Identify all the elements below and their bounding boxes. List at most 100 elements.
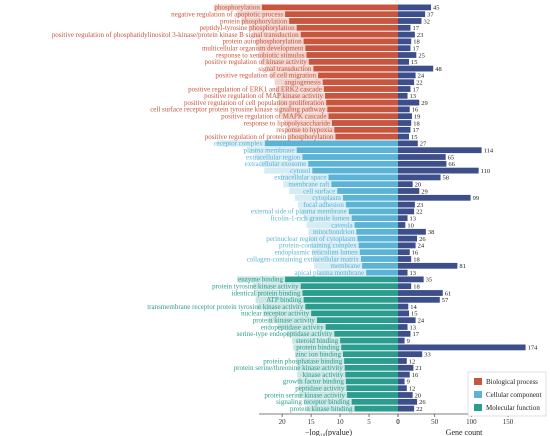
pvalue-bar	[359, 249, 398, 256]
bar-shade	[298, 385, 347, 392]
term-label: cytoplasm	[312, 194, 341, 202]
term-label: collagen-containing extracellular matrix	[247, 255, 360, 263]
gene-count-label: 99	[473, 195, 480, 202]
gene-count-bar	[398, 99, 420, 106]
gene-count-bar	[398, 126, 411, 133]
gene-count-label: 23	[417, 202, 424, 209]
bar-shade	[306, 221, 355, 229]
term-label: protein kinase activity	[253, 317, 316, 325]
term-label: signaling receptor binding	[276, 398, 350, 406]
term-label: extracellular exosome	[245, 160, 307, 168]
gene-count-bar	[398, 106, 410, 113]
term-label: positive regulation of kinase activity	[205, 58, 308, 66]
gene-count-bar	[398, 208, 415, 215]
gene-count-bar	[398, 317, 416, 324]
gene-count-bar	[398, 337, 405, 344]
gene-count-label: 24	[418, 243, 425, 250]
pvalue-bar	[351, 398, 398, 405]
gene-count-bar	[398, 140, 418, 147]
term-label: phosphorylation	[214, 4, 260, 12]
pvalue-bar	[313, 65, 398, 72]
term-label: response to hypoxia	[276, 126, 333, 134]
term-label: positive regulation of phosphatidylinosi…	[52, 31, 299, 39]
term-label: positive regulation of ERK1 and ERK2 cas…	[188, 85, 322, 93]
gene-count-bar	[398, 160, 447, 167]
term-label: protein serine kinase activity	[264, 391, 345, 399]
pvalue-bar	[312, 167, 398, 174]
bar-shade	[270, 72, 319, 79]
term-label: multicellular organism development	[202, 45, 303, 53]
bar-shade	[255, 38, 304, 45]
gene-count-bar	[398, 188, 420, 194]
bar-shade	[292, 337, 341, 344]
term-label: endopeptidase activity	[261, 323, 324, 331]
gene-count-bar	[398, 31, 415, 38]
pvalue-bar	[348, 208, 398, 215]
pvalue-bar	[285, 11, 398, 18]
bar-shade	[237, 11, 286, 18]
gene-count-label: 13	[410, 93, 417, 100]
term-label: transmembrane receptor protein tyrosine …	[147, 303, 304, 311]
pvalue-bar	[289, 18, 398, 24]
gene-count-bar	[398, 364, 414, 371]
pvalue-bar	[325, 324, 398, 330]
gene-count-label: 24	[418, 73, 425, 80]
gene-count-label: 29	[421, 100, 428, 107]
pvalue-bar	[323, 86, 398, 92]
gene-count-bar	[398, 283, 412, 290]
pvalue-bar	[345, 371, 398, 378]
gene-count-bar	[398, 358, 407, 364]
pvalue-bar	[337, 188, 398, 194]
gene-count-label: 45	[433, 5, 440, 12]
term-label: protein kinase binding	[290, 405, 353, 413]
pvalue-bar	[344, 358, 398, 364]
gene-count-bar	[398, 38, 412, 45]
term-label: endoplasmic reticulum lumen	[275, 249, 359, 257]
term-label: positive regulation of protein phosphory…	[205, 133, 334, 141]
term-label: plasma membrane	[244, 147, 295, 155]
bar-shade	[275, 85, 324, 93]
pvalue-bar	[354, 222, 398, 228]
gene-count-label: 15	[411, 59, 418, 66]
bar-shade	[308, 228, 357, 235]
term-label: protein phosphorylation	[220, 17, 288, 25]
term-label: protein phosphatase binding	[263, 357, 342, 365]
term-label: positive regulation of MAPK cascade	[221, 113, 326, 121]
bar-shade	[286, 330, 335, 337]
gene-count-bar	[398, 276, 424, 283]
gene-count-bar	[398, 65, 434, 72]
gene-count-label: 32	[423, 18, 430, 25]
pvalue-bar	[300, 283, 398, 290]
term-label: identical protein binding	[232, 289, 301, 297]
pvalue-bar	[308, 160, 398, 167]
gene-count-bar	[398, 344, 526, 351]
pvalue-bar	[311, 310, 398, 317]
gene-count-bar	[398, 86, 411, 92]
gene-count-label: 10	[407, 222, 414, 229]
gene-count-label: 9	[407, 338, 410, 345]
term-label: ficolin-1-rich granule lumen	[270, 215, 350, 223]
pvalue-bar	[334, 330, 398, 337]
gene-count-bar	[398, 79, 415, 86]
bar-shade	[296, 357, 345, 365]
axes: −log₁₀(pvalue) Gene count 20 15 10 5 00 50 100…	[259, 413, 530, 436]
term-label: peptidase activity	[295, 385, 345, 393]
gene-count-label: 24	[418, 318, 425, 325]
right-tick-label: 0	[396, 418, 400, 426]
pvalue-bar	[316, 317, 398, 324]
bar-shade	[274, 79, 323, 86]
bar-shade	[252, 283, 301, 290]
gene-count-bar	[398, 92, 408, 99]
gene-count-bar	[398, 303, 409, 310]
category-background-shades	[213, 4, 367, 412]
gene-count-label: 13	[410, 270, 417, 277]
bar-shade	[289, 187, 338, 195]
gene-count-bar	[398, 351, 423, 358]
bar-shade	[296, 364, 345, 371]
left-x-axis-title: −log₁₀(pvalue)	[305, 428, 352, 436]
term-label: cytosol	[290, 167, 310, 175]
bar-shade	[254, 153, 303, 161]
legend-swatch	[474, 378, 482, 385]
gene-count-label: 18	[413, 284, 420, 291]
gene-count-bar	[398, 392, 413, 398]
